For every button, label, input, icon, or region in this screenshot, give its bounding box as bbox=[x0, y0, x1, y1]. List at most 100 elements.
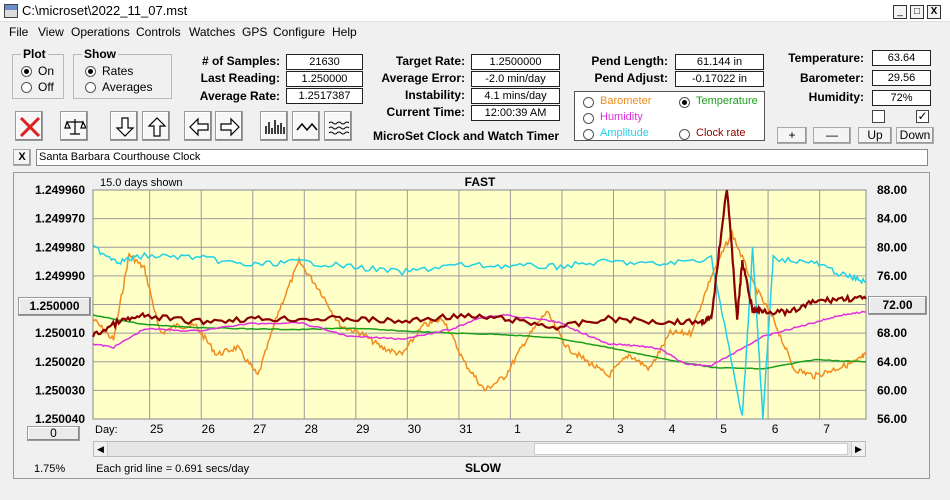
current-time-label: Current Time: bbox=[386, 105, 465, 119]
plot-group-label: Plot bbox=[23, 47, 46, 61]
overlay-barometer-radio[interactable] bbox=[583, 97, 594, 108]
left-arrow-button[interactable] bbox=[184, 111, 212, 141]
pend-adjust-label: Pend Adjust: bbox=[594, 71, 668, 85]
scale-down-button[interactable]: Down bbox=[896, 127, 934, 144]
x-axis: 25 26 27 28 29 30 31 1 2 3 4 5 6 7 bbox=[150, 422, 830, 436]
wave-view-button[interactable] bbox=[292, 111, 320, 141]
down-arrow-button[interactable] bbox=[110, 111, 138, 141]
increase-scale-button[interactable]: + bbox=[777, 127, 807, 144]
slow-label: SLOW bbox=[465, 461, 502, 475]
left-axis: 1.249960 1.249970 1.249980 1.249990 1.250010… bbox=[35, 183, 85, 426]
y-right-tick-label: 76.00 bbox=[877, 269, 907, 283]
y-left-tick-label: 1.250030 bbox=[35, 383, 85, 397]
series-line-amplitude bbox=[92, 244, 867, 420]
day-tick-label: 29 bbox=[356, 422, 370, 436]
y-right-tick-label: 88.00 bbox=[877, 183, 907, 197]
overlay-humidity-label: Humidity bbox=[600, 111, 643, 123]
series-lines bbox=[91, 189, 867, 420]
menu-bar: File View Operations Controls Watches GP… bbox=[0, 22, 950, 42]
offset-button[interactable]: 0 bbox=[27, 426, 80, 441]
day-tick-label: 25 bbox=[150, 422, 164, 436]
day-tick-label: 1 bbox=[514, 422, 521, 436]
overlay-temperature-label: Temperature bbox=[696, 95, 758, 107]
instability-label: Instability: bbox=[404, 88, 465, 102]
decrease-scale-button[interactable]: — bbox=[813, 127, 851, 144]
menu-watches[interactable]: Watches bbox=[189, 25, 236, 39]
day-tick-label: 28 bbox=[305, 422, 319, 436]
minimize-button[interactable]: _ bbox=[893, 5, 907, 19]
y-right-tick-label: 64.00 bbox=[877, 355, 907, 369]
left-checkbox[interactable] bbox=[872, 110, 885, 123]
overlay-selector: Barometer Temperature Humidity Amplitude… bbox=[574, 91, 765, 141]
y-left-tick-label: 1.249970 bbox=[35, 212, 85, 226]
menu-gps[interactable]: GPS bbox=[242, 25, 268, 39]
right-checkbox[interactable]: ✓ bbox=[916, 109, 929, 123]
right-arrow-button[interactable] bbox=[215, 111, 243, 141]
barometer-label: Barometer: bbox=[799, 71, 864, 85]
y-right-tick-label: 80.00 bbox=[877, 240, 907, 254]
menu-operations[interactable]: Operations bbox=[71, 25, 130, 39]
up-arrow-button[interactable] bbox=[142, 111, 170, 141]
close-window-button[interactable]: X bbox=[927, 5, 941, 19]
series-line-clock-rate bbox=[91, 189, 867, 338]
noise-view-button[interactable] bbox=[324, 111, 352, 141]
grid-note-label: Each grid line = 0.691 secs/day bbox=[96, 463, 250, 475]
app-icon bbox=[4, 4, 18, 18]
overlay-clock-rate-label: Clock rate bbox=[696, 127, 746, 139]
fast-label: FAST bbox=[465, 175, 496, 189]
arrow-right-icon bbox=[220, 117, 240, 137]
day-tick-label: 2 bbox=[566, 422, 573, 436]
menu-view[interactable]: View bbox=[38, 25, 64, 39]
plot-off-radio[interactable] bbox=[21, 82, 32, 93]
show-rates-radio[interactable] bbox=[85, 66, 96, 77]
balance-button[interactable] bbox=[60, 111, 88, 141]
day-tick-label: 3 bbox=[617, 422, 624, 436]
clear-watch-button[interactable]: X bbox=[13, 149, 31, 166]
reference-rate-button[interactable]: 1.250000 bbox=[18, 297, 91, 316]
maximize-button[interactable]: □ bbox=[910, 5, 924, 19]
plot-on-radio[interactable] bbox=[21, 66, 32, 77]
day-axis-label: Day: bbox=[95, 424, 118, 436]
scale-up-button[interactable]: Up bbox=[858, 127, 892, 144]
day-tick-label: 26 bbox=[202, 422, 216, 436]
balance-scale-icon bbox=[64, 119, 86, 135]
horizontal-scrollbar[interactable]: ◀ ▶ bbox=[93, 441, 866, 457]
show-averages-label: Averages bbox=[102, 80, 153, 94]
y-right-tick-label: 56.00 bbox=[877, 412, 907, 426]
watch-name-field[interactable]: Santa Barbara Courthouse Clock bbox=[36, 149, 928, 166]
average-rate-value: 1.2517387 bbox=[286, 88, 363, 104]
overlay-amplitude-radio[interactable] bbox=[583, 129, 594, 140]
bar-view-button[interactable] bbox=[260, 111, 288, 141]
humidity-value: 72% bbox=[872, 90, 931, 106]
day-tick-label: 27 bbox=[253, 422, 267, 436]
menu-controls[interactable]: Controls bbox=[136, 25, 181, 39]
y-left-tick-label: 1.249980 bbox=[35, 240, 85, 254]
overlay-temperature-radio[interactable] bbox=[679, 97, 690, 108]
title-bar: C:\microset\2022_11_07.mst _ □ X bbox=[0, 0, 950, 22]
scroll-thumb[interactable] bbox=[534, 443, 848, 455]
show-averages-radio[interactable] bbox=[85, 82, 96, 93]
stop-button[interactable] bbox=[15, 111, 43, 141]
day-tick-label: 6 bbox=[772, 422, 779, 436]
plot-off-label: Off bbox=[38, 80, 54, 94]
overlay-humidity-radio[interactable] bbox=[583, 113, 594, 124]
menu-help[interactable]: Help bbox=[332, 25, 357, 39]
scroll-left-arrow-icon[interactable]: ◀ bbox=[94, 442, 108, 456]
plot-on-label: On bbox=[38, 64, 55, 78]
show-group-label: Show bbox=[84, 47, 116, 61]
average-error-label: Average Error: bbox=[381, 71, 465, 85]
overlay-amplitude-label: Amplitude bbox=[600, 127, 649, 139]
y-left-tick-label: 1.249990 bbox=[35, 269, 85, 283]
overlay-clock-rate-radio[interactable] bbox=[679, 129, 690, 140]
last-reading-value: 1.250000 bbox=[286, 71, 363, 87]
menu-configure[interactable]: Configure bbox=[273, 25, 326, 39]
average-error-value: -2.0 min/day bbox=[471, 71, 560, 87]
app-caption: MicroSet Clock and Watch Timer bbox=[373, 129, 560, 143]
show-rates-label: Rates bbox=[102, 64, 134, 78]
scroll-right-arrow-icon[interactable]: ▶ bbox=[851, 442, 865, 456]
reference-temp-button[interactable]: 72.00 bbox=[868, 296, 927, 315]
bars-icon bbox=[265, 120, 285, 134]
target-rate-value: 1.2500000 bbox=[471, 54, 560, 70]
window-title: C:\microset\2022_11_07.mst bbox=[22, 3, 188, 18]
menu-file[interactable]: File bbox=[9, 25, 29, 39]
